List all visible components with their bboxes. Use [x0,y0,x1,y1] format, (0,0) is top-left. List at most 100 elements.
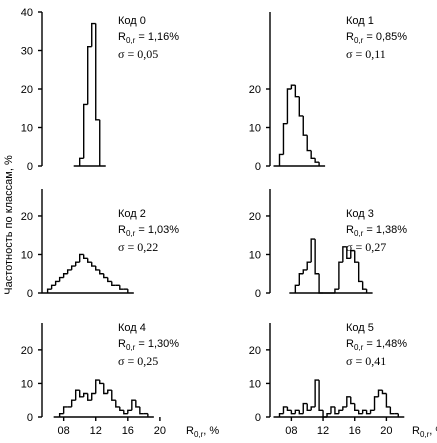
x-tick-label: 20 [154,425,166,437]
histogram-step [119,406,124,411]
histogram-step [46,288,52,293]
histogram-step [91,262,96,267]
histogram-step [357,410,363,415]
x-axis-label-part: , % [203,425,219,437]
histogram-step [310,150,316,159]
histogram-step [139,406,144,415]
x-tick-label: 12 [90,425,102,437]
panel-label: Код 5 [346,322,374,334]
mean-annotation-part: = 1,16% [135,31,179,43]
histogram-step [314,379,320,407]
histogram-step [95,23,100,121]
histogram-step [373,396,379,411]
histogram-step [346,396,351,407]
x-tick-label: 08 [285,425,297,437]
histogram-step [354,250,359,263]
histogram-step [78,157,84,166]
histogram-step [62,406,68,414]
mean-annotation-part: 0,r [126,229,136,238]
histogram-step [83,103,88,159]
mean-annotation: R0,r = 1,16% [118,31,179,45]
x-axis-label-part: , % [429,425,437,437]
mean-annotation-part: = 0,85% [363,31,407,43]
histogram-step [99,269,104,275]
histogram-step [107,389,112,394]
sigma-annotation: σ = 0,05 [118,47,158,61]
sigma-annotation: σ = 0,41 [346,354,386,368]
histogram-step [103,273,108,279]
histogram-step [99,380,104,385]
y-tick-label: 20 [21,345,33,357]
histogram-step [306,135,312,152]
histogram-step [294,409,300,414]
y-tick-label: 10 [249,378,261,390]
histogram-step [354,403,359,411]
histogram-step [338,261,343,290]
histogram-step [119,285,124,290]
histogram-step [111,390,116,401]
sigma-annotation: σ = 0,27 [346,240,386,254]
y-tick-label: 0 [27,412,33,424]
histogram-step [350,396,355,405]
histogram-step [91,22,96,47]
mean-annotation-part: R [346,338,354,350]
y-tick-label: 10 [21,378,33,390]
sigma-annotation: σ = 0,22 [118,240,158,254]
histogram-step [123,410,128,415]
x-axis-label-part: R [186,425,194,437]
y-tick-label: 40 [21,7,33,19]
histogram-step [326,412,331,417]
histogram-step [115,400,120,408]
panel-label: Код 0 [118,15,146,27]
histogram-step [87,258,92,263]
x-tick-label: 08 [58,425,70,437]
histogram-step [334,406,339,415]
y-tick-label: 10 [249,249,261,261]
histogram-step [282,122,288,155]
panel-label: Код 2 [118,208,146,220]
y-tick-label: 20 [249,345,261,357]
mean-annotation-part: 0,r [354,36,364,45]
sigma-annotation: σ = 0,25 [118,354,158,368]
histogram-step [302,269,308,274]
histogram-step [58,276,64,282]
mean-annotation: R0,r = 1,38% [346,224,407,238]
y-tick-label: 0 [27,288,33,300]
histogram-step [342,406,347,411]
histogram-step [314,158,320,163]
panel-label: Код 1 [346,15,374,27]
histogram-step [385,393,391,408]
histogram-step [357,262,363,283]
mean-annotation-part: 0,r [354,343,364,352]
histogram-step [66,269,72,274]
histogram-step [74,261,80,267]
histogram-step [298,410,304,415]
histogram-step [62,273,68,278]
mean-annotation: R0,r = 1,48% [346,338,407,352]
histogram-step [330,406,335,414]
x-axis-label: R0,r, % [412,425,437,439]
histogram-step [103,383,108,395]
mean-annotation-part: 0,r [354,229,364,238]
x-axis-label: R0,r, % [186,425,219,439]
panel-label: Код 4 [118,322,146,334]
mean-annotation-part: = 1,30% [135,338,179,350]
histogram-step [278,412,284,417]
x-axis-label-part: R [412,425,420,437]
x-axis-label-part: 0,r [194,430,204,439]
histogram-step [369,409,375,414]
histogram-step [83,254,88,260]
histogram-step [70,265,76,270]
histogram-step [131,399,136,411]
histogram-step [95,266,100,271]
y-tick-label: 10 [21,249,33,261]
histogram-step [294,85,300,98]
mean-annotation-part: R [346,31,354,43]
mean-annotation-part: R [346,224,354,236]
histogram-step [338,409,343,414]
histogram-step [298,273,304,286]
histogram-step [310,238,316,263]
histogram-step [310,406,316,411]
histogram-step [87,45,92,105]
histogram-step [95,379,100,394]
